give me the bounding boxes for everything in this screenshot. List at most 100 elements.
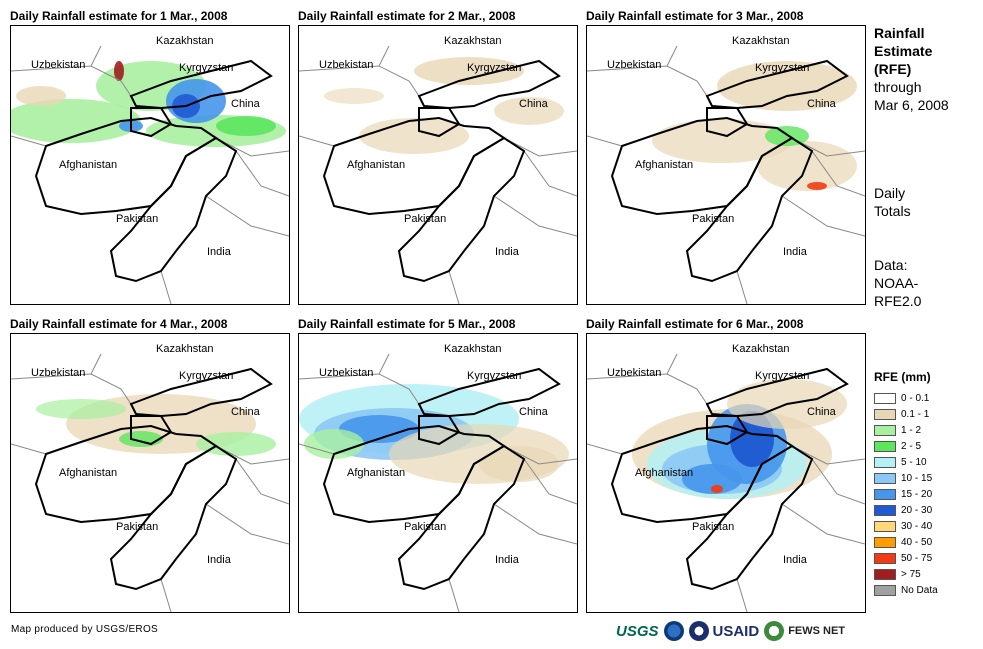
legend-label: 2 - 5 [901, 440, 922, 452]
country-border-pak [109, 136, 238, 283]
totals-line-1: Daily [874, 185, 906, 201]
rainfall-area [36, 399, 126, 419]
rainfall-map-6: Kazakhstan Uzbekistan Kyrgyzstan China Afgha… [586, 333, 866, 613]
legend-item: 2 - 5 [874, 438, 938, 454]
rainfall-area [711, 485, 723, 493]
province-borders [299, 353, 577, 612]
country-label-china: China [519, 406, 549, 418]
country-label-uzbekistan: Uzbekistan [319, 367, 373, 379]
country-label-uzbekistan: Uzbekistan [31, 367, 85, 379]
legend-item: 10 - 15 [874, 470, 938, 486]
legend-swatch [874, 504, 896, 516]
legend-swatch [874, 392, 896, 404]
country-label-afghanistan: Afghanistan [347, 159, 405, 171]
legend-item: 0.1 - 1 [874, 406, 938, 422]
province-borders [299, 45, 577, 304]
legend-label: 0.1 - 1 [901, 408, 930, 420]
country-border-taj [130, 415, 173, 446]
legend-item: 50 - 75 [874, 550, 938, 566]
rainfall-area [324, 88, 384, 104]
country-border-taj [130, 107, 173, 138]
map-canvas: Kazakhstan Uzbekistan Kyrgyzstan China Afgha… [299, 343, 577, 612]
country-label-china: China [231, 406, 261, 418]
country-border-taj [418, 107, 461, 138]
legend-swatch [874, 584, 896, 596]
country-label-kazakhstan: Kazakhstan [732, 343, 789, 355]
legend-label: > 75 [901, 568, 921, 580]
country-label-kyrgyzstan: Kyrgyzstan [755, 62, 809, 74]
data-line-3: RFE2.0 [874, 293, 922, 309]
rainfall-area [11, 99, 141, 143]
map-canvas: Kazakhstan Uzbekistan Kyrgyzstan China Afgha… [11, 35, 289, 304]
legend-swatch [874, 568, 896, 580]
country-label-afghanistan: Afghanistan [59, 467, 117, 479]
country-border-pak [397, 136, 526, 283]
map-canvas: Kazakhstan Uzbekistan Kyrgyzstan China Afgha… [299, 35, 577, 304]
panel-title-6: Daily Rainfall estimate for 6 Mar., 2008 [586, 317, 804, 331]
totals-label: Daily Totals [874, 184, 911, 220]
legend-swatch [874, 472, 896, 484]
usaid-seal-icon [688, 621, 709, 641]
country-label-kazakhstan: Kazakhstan [732, 35, 789, 47]
country-label-kazakhstan: Kazakhstan [444, 35, 501, 47]
legend-label: 20 - 30 [901, 504, 933, 516]
province-borders [587, 353, 865, 612]
panel-title-1: Daily Rainfall estimate for 1 Mar., 2008 [10, 9, 228, 23]
legend-swatch [874, 424, 896, 436]
rainfall-map-4: Kazakhstan Uzbekistan Kyrgyzstan China Afgha… [10, 333, 290, 613]
country-label-kazakhstan: Kazakhstan [444, 343, 501, 355]
fews-net-logo: FEWS NET [788, 625, 846, 637]
legend-swatch [874, 488, 896, 500]
country-border-taj [706, 415, 749, 446]
legend-item: 5 - 10 [874, 454, 938, 470]
country-label-kyrgyzstan: Kyrgyzstan [755, 370, 809, 382]
legend-swatch [874, 408, 896, 420]
rainfall-area [16, 86, 66, 106]
country-label-pakistan: Pakistan [692, 213, 734, 225]
legend-label: No Data [901, 584, 938, 596]
rainfall-area [119, 431, 163, 447]
country-label-pakistan: Pakistan [116, 521, 158, 533]
rainfall-area [652, 119, 792, 163]
legend-swatch [874, 552, 896, 564]
title-line-2: Estimate [874, 43, 933, 59]
country-label-pakistan: Pakistan [404, 521, 446, 533]
country-label-india: India [783, 554, 808, 566]
country-border-pak [685, 136, 814, 283]
rainfall-area [304, 429, 364, 459]
country-label-kyrgyzstan: Kyrgyzstan [179, 370, 233, 382]
legend-item: No Data [874, 582, 938, 598]
country-label-india: India [207, 246, 232, 258]
legend-title: RFE (mm) [874, 370, 931, 384]
legend-label: 1 - 2 [901, 424, 922, 436]
country-label-india: India [495, 246, 520, 258]
country-label-pakistan: Pakistan [404, 213, 446, 225]
country-label-india: India [207, 554, 232, 566]
noaa-seal-icon [663, 621, 684, 641]
legend-swatch [874, 440, 896, 452]
country-label-kyrgyzstan: Kyrgyzstan [467, 62, 521, 74]
totals-line-2: Totals [874, 203, 911, 219]
legend-swatch [874, 536, 896, 548]
country-label-pakistan: Pakistan [116, 213, 158, 225]
map-canvas: Kazakhstan Uzbekistan Kyrgyzstan China Afgha… [11, 343, 289, 612]
country-label-kazakhstan: Kazakhstan [156, 343, 213, 355]
country-label-uzbekistan: Uzbekistan [319, 59, 373, 71]
legend-item: 40 - 50 [874, 534, 938, 550]
usgs-logo: USGS [616, 622, 659, 640]
province-borders [11, 45, 289, 304]
rainfall-map-5: Kazakhstan Uzbekistan Kyrgyzstan China Afgha… [298, 333, 578, 613]
panel-title-5: Daily Rainfall estimate for 5 Mar., 2008 [298, 317, 516, 331]
rainfall-map-1: Kazakhstan Uzbekistan Kyrgyzstan China Afgha… [10, 25, 290, 305]
rainfall-area [196, 432, 276, 456]
country-border-taj [418, 415, 461, 446]
title-line-3: (RFE) [874, 61, 912, 77]
rainfall-area [717, 61, 857, 111]
map-title: Rainfall Estimate (RFE) through Mar 6, 2… [874, 24, 949, 114]
country-label-afghanistan: Afghanistan [635, 467, 693, 479]
rainfall-area [807, 182, 827, 190]
legend-item: 1 - 2 [874, 422, 938, 438]
legend-item: 20 - 30 [874, 502, 938, 518]
data-line-1: Data: [874, 257, 908, 273]
legend-item: 30 - 40 [874, 518, 938, 534]
